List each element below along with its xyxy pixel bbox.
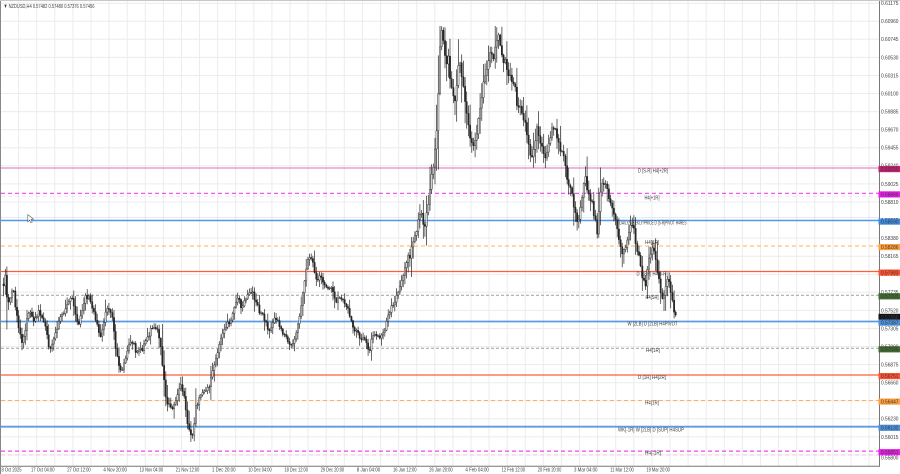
svg-text:0.59025: 0.59025	[881, 182, 899, 188]
svg-text:3 Mar 04:00: 3 Mar 04:00	[574, 468, 598, 474]
svg-text:0.56230: 0.56230	[881, 417, 899, 423]
svg-text:4 Nov 20:00: 4 Nov 20:00	[103, 468, 127, 474]
svg-text:0.56875: 0.56875	[881, 363, 899, 369]
svg-text:0.56447: 0.56447	[881, 400, 899, 406]
svg-text:0.60315: 0.60315	[881, 73, 899, 79]
svg-text:H4[1R]: H4[1R]	[645, 400, 659, 406]
svg-text:0.58810: 0.58810	[881, 200, 899, 206]
svg-text:0.57387: 0.57387	[881, 321, 899, 327]
svg-text:27 Oct 12:00: 27 Oct 12:00	[67, 468, 91, 474]
svg-text:H4[1R]: H4[1R]	[645, 240, 659, 246]
svg-text:0.56015: 0.56015	[881, 435, 899, 441]
svg-text:H4[+1R]: H4[+1R]	[645, 196, 660, 202]
svg-text:21 Nov 12:00: 21 Nov 12:00	[176, 468, 200, 474]
svg-text:0.59220: 0.59220	[881, 167, 899, 173]
svg-text:16 Jan 12:00: 16 Jan 12:00	[393, 468, 417, 474]
svg-text:19 Mar 20:00: 19 Mar 20:00	[646, 468, 670, 474]
svg-text:11 Mar 12:00: 11 Mar 12:00	[610, 468, 634, 474]
svg-text:10 Dec 04:00: 10 Dec 04:00	[248, 468, 272, 474]
svg-text:29 Dec 20:00: 29 Dec 20:00	[321, 468, 345, 474]
svg-text:0.58165: 0.58165	[881, 254, 899, 260]
svg-text:0.61175: 0.61175	[881, 1, 899, 7]
svg-text:12 Feb 12:00: 12 Feb 12:00	[502, 468, 526, 474]
svg-text:0.59455: 0.59455	[881, 146, 899, 152]
svg-text:0.60745: 0.60745	[881, 37, 899, 43]
svg-text:0.56751: 0.56751	[881, 374, 899, 380]
svg-text:8 Oct 2025: 8 Oct 2025	[2, 468, 22, 474]
svg-text:18 Dec 12:00: 18 Dec 12:00	[284, 468, 308, 474]
svg-text:DAILY/WEEKLY/PRICE D [S-R]PIVO: DAILY/WEEKLY/PRICE D [S-R]PIVOT H4RES	[620, 220, 687, 226]
svg-text:1 Dec 20:00: 1 Dec 20:00	[212, 468, 236, 474]
svg-text:0.58380: 0.58380	[881, 236, 899, 242]
svg-text:0.57703: 0.57703	[881, 294, 899, 300]
svg-text:8 Jan 04:00: 8 Jan 04:00	[357, 468, 381, 474]
svg-text:▼ NZDUSD,H4 0.57482 0.57480 0: ▼ NZDUSD,H4 0.57482 0.57480 0.57376 0.57…	[4, 4, 95, 10]
svg-text:0.58590: 0.58590	[881, 220, 899, 226]
svg-text:0.60100: 0.60100	[881, 91, 899, 97]
svg-text:0.57456: 0.57456	[881, 315, 899, 321]
svg-text:0.57096: 0.57096	[881, 347, 899, 353]
svg-text:WK[-1R] W [2LB] D [SUP] H4SUP: WK[-1R] W [2LB] D [SUP] H4SUP	[618, 427, 684, 433]
svg-text:0.59670: 0.59670	[881, 128, 899, 134]
svg-text:H4[-1R]: H4[-1R]	[645, 451, 661, 457]
svg-text:0.55851: 0.55851	[881, 450, 899, 456]
svg-text:20 Feb 20:00: 20 Feb 20:00	[538, 468, 562, 474]
svg-text:0.56660: 0.56660	[881, 381, 899, 387]
svg-text:0.57305: 0.57305	[881, 326, 899, 332]
svg-text:0.58286: 0.58286	[881, 245, 899, 251]
svg-text:D [1R] H4[2R]: D [1R] H4[2R]	[638, 375, 666, 381]
svg-text:0.57520: 0.57520	[881, 308, 899, 314]
svg-text:D [S-R] H4[+2R]: D [S-R] H4[+2R]	[638, 169, 668, 175]
svg-text:0.59885: 0.59885	[881, 110, 899, 116]
svg-text:0.57983: 0.57983	[881, 271, 899, 277]
svg-text:4 Feb 04:00: 4 Feb 04:00	[465, 468, 489, 474]
svg-text:D [2SR] H4[S-R]: D [2SR] H4[S-R]	[637, 271, 668, 277]
svg-text:0.56132: 0.56132	[881, 426, 899, 432]
svg-text:17 Oct 04:00: 17 Oct 04:00	[31, 468, 55, 474]
svg-text:0.60960: 0.60960	[881, 19, 899, 25]
svg-text:26 Jan 20:00: 26 Jan 20:00	[429, 468, 453, 474]
svg-text:0.58899: 0.58899	[881, 192, 899, 198]
svg-text:13 Nov 04:00: 13 Nov 04:00	[140, 468, 164, 474]
svg-text:W [2LB] D [2LB] H4PIVOT: W [2LB] D [2LB] H4PIVOT	[628, 321, 679, 327]
svg-text:H4[1R]: H4[1R]	[646, 348, 660, 354]
svg-text:0.60530: 0.60530	[881, 55, 899, 61]
svg-text:H4[SR]: H4[SR]	[646, 295, 659, 301]
svg-text:0.55800: 0.55800	[881, 456, 899, 462]
